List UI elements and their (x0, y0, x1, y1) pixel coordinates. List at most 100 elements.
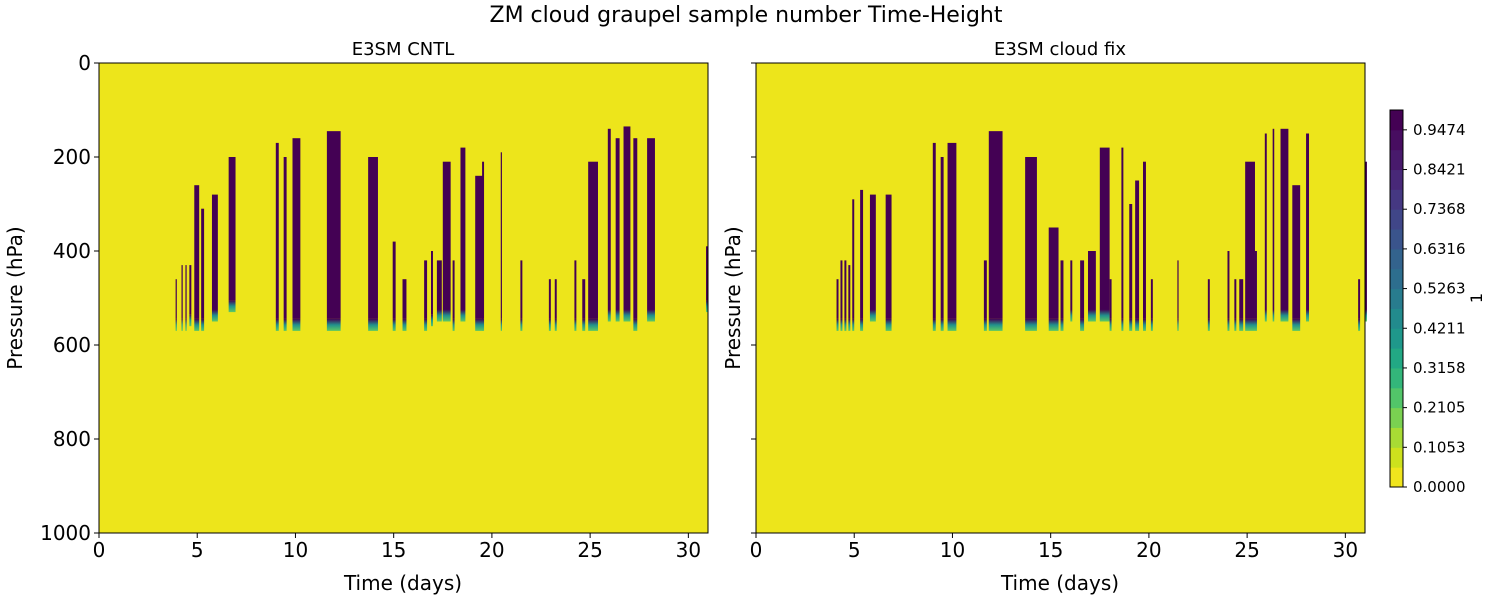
x-ticks: 0 5 10 15 20 25 30 (750, 533, 1358, 562)
heatmap-cell-edge (500, 318, 502, 331)
heatmap-cell (1109, 279, 1112, 319)
colorbar-swatch (1390, 407, 1403, 428)
plot-frame (755, 62, 1366, 534)
heatmap-cell-edge (706, 300, 708, 313)
heatmap-cell (582, 279, 586, 319)
heatmap-cell-edge (475, 318, 484, 331)
heatmap-cell-edge (175, 318, 177, 331)
heatmap-cell (185, 265, 187, 319)
heatmap-cell (852, 199, 855, 319)
heatmap-cell-edge (1048, 318, 1059, 331)
colorbar-swatch (1390, 387, 1403, 409)
heatmap-cell (988, 131, 1003, 319)
heatmap-cell-edge (1080, 318, 1085, 331)
plot-frame (98, 62, 709, 534)
heatmap-cell-edge (836, 318, 839, 331)
x-axis-label: Time (days) (1000, 571, 1119, 595)
heatmap-cell (1292, 185, 1301, 319)
heatmap-cell (1358, 279, 1361, 319)
heatmap-cell (1227, 251, 1230, 319)
heatmap-cell (1207, 279, 1210, 319)
heatmap-cell-edge (1358, 318, 1361, 331)
heatmap-cell (623, 126, 631, 310)
panel-title: E3SM cloud fix (994, 39, 1126, 60)
colorbar-ticks: 0.0000 0.1053 0.2105 0.3158 0.4211 0.5263 0.63… (1403, 121, 1466, 496)
heatmap-cell-edge (848, 318, 851, 331)
heatmap-cell (452, 260, 455, 319)
heatmap-cell-edge (574, 318, 577, 331)
heatmap-cell (368, 157, 378, 319)
heatmap-cell-edge (1227, 318, 1230, 331)
heatmap-cell (1080, 260, 1085, 319)
heatmap-cell-edge (1254, 318, 1257, 331)
colorbar-swatch (1390, 169, 1403, 190)
heatmap-cell (475, 175, 484, 319)
x-ticks: 0 5 10 15 20 25 30 (93, 533, 701, 562)
heatmap-cell-edge (1070, 309, 1073, 322)
heatmap-cell (460, 147, 466, 310)
heatmap-cell (1280, 128, 1289, 310)
heatmap-cell-edge (548, 318, 551, 331)
heatmap-cell (947, 142, 957, 319)
heatmap-cell (402, 279, 407, 319)
colorbar-tick-label: 0.1053 (1413, 438, 1466, 456)
colorbar-swatches (1390, 110, 1403, 488)
heatmap-cell (211, 194, 218, 310)
heatmap-cell (848, 265, 851, 319)
colorbar-tick-label: 0.4211 (1413, 319, 1466, 337)
heatmap-cell (885, 194, 892, 319)
heatmap-cell (1135, 180, 1140, 319)
heatmap-cell-edge (988, 318, 1003, 331)
heatmap-cell-edge (452, 318, 455, 331)
heatmap-cell-edge (194, 318, 200, 331)
heatmap-cell-edge (228, 300, 236, 313)
heatmap-cell (844, 260, 847, 319)
x-tick-label: 30 (1333, 538, 1358, 562)
heatmap-cell (869, 194, 876, 310)
y-ticks (751, 62, 756, 534)
heatmap-cell (482, 161, 485, 319)
colorbar-swatch (1390, 248, 1403, 270)
x-tick-label: 25 (1234, 538, 1259, 562)
heatmap-cell (574, 260, 577, 319)
colorbar-swatch (1390, 447, 1403, 468)
heatmap-cell-edge (1272, 309, 1275, 322)
heatmap-cell-edge (1109, 318, 1112, 331)
colorbar-tick-label: 0.3158 (1413, 359, 1466, 377)
colorbar-swatch (1390, 149, 1403, 171)
heatmap-cell (442, 161, 451, 310)
x-tick-label: 10 (283, 538, 308, 562)
heatmap-cell-edge (615, 309, 620, 322)
colorbar-swatch (1390, 129, 1403, 151)
heatmap-cell-edge (852, 318, 855, 331)
x-tick-label: 15 (1038, 538, 1063, 562)
heatmap-cell (647, 138, 655, 310)
colorbar: 0.0000 0.1053 0.2105 0.3158 0.4211 0.5263 0.63… (1389, 109, 1486, 496)
heatmap-cell-edge (582, 318, 586, 331)
heatmap-cell-edge (1177, 318, 1179, 331)
heatmap-cell (633, 138, 638, 319)
colorbar-swatch (1390, 328, 1403, 349)
heatmap-cell-edge (554, 318, 557, 331)
heatmap-cell (194, 185, 200, 319)
heatmap-cell-edge (431, 314, 433, 327)
heatmap-cell-edge (1292, 318, 1301, 331)
panel-title: E3SM CNTL (352, 39, 455, 60)
heatmap-cell (1365, 161, 1367, 310)
colorbar-label: 1 (1467, 293, 1486, 303)
heatmap-cell-edge (1143, 318, 1146, 331)
heatmap-cell (940, 157, 944, 319)
heatmap-cell-edge (292, 318, 301, 331)
heatmap-cell (932, 142, 936, 319)
heatmap-cell-edge (869, 309, 876, 322)
colorbar-swatch (1390, 229, 1403, 250)
heatmap-cells (175, 126, 708, 331)
heatmap-cell-edge (932, 318, 936, 331)
colorbar-swatch (1390, 308, 1403, 329)
heatmap-cell (431, 251, 433, 315)
heatmap-cell (1048, 227, 1059, 319)
colorbar-swatch (1390, 348, 1403, 369)
heatmap-cell (554, 279, 557, 319)
x-tick-label: 30 (676, 538, 701, 562)
heatmap-cell-edge (1365, 309, 1367, 322)
